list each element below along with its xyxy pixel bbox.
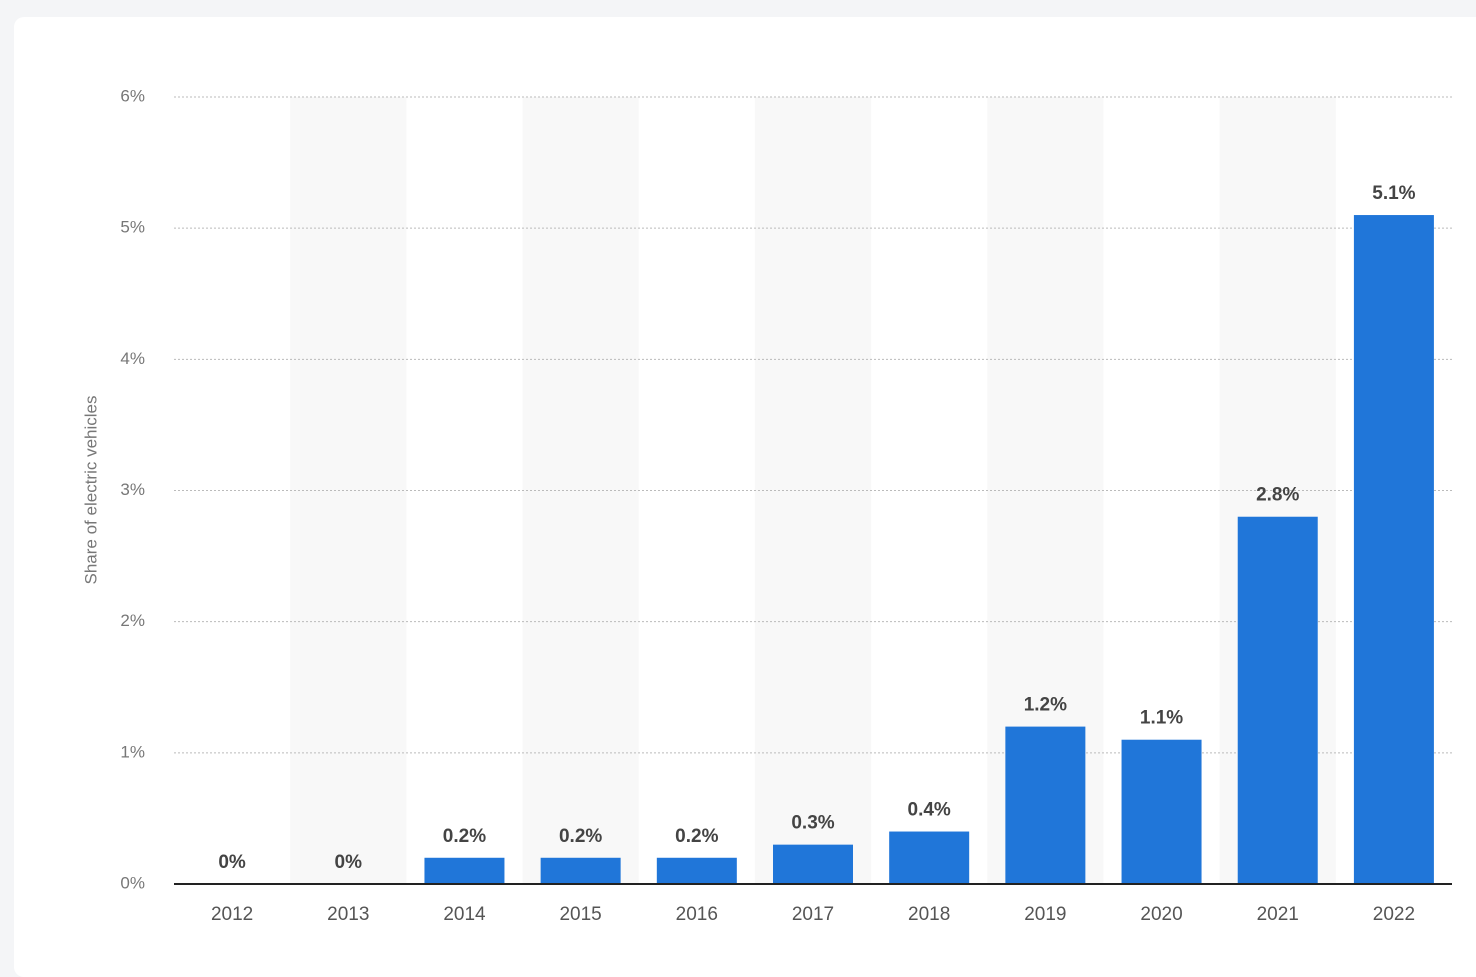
bar <box>1353 215 1434 885</box>
x-tick-label: 2020 <box>1140 904 1182 925</box>
x-tick-label: 2015 <box>559 904 601 925</box>
x-tick-label: 2022 <box>1373 904 1415 925</box>
bar <box>1237 516 1318 884</box>
x-tick-label: 2013 <box>327 904 369 925</box>
bar <box>773 844 853 884</box>
y-tick-label: 3% <box>120 480 145 499</box>
bar <box>656 857 737 884</box>
bar <box>1121 739 1202 884</box>
bar <box>889 831 970 884</box>
value-label: 5.1% <box>1372 183 1415 204</box>
y-tick-label: 6% <box>120 86 145 105</box>
y-axis-label: Share of electric vehicles <box>81 396 100 585</box>
value-label: 0.2% <box>675 826 718 847</box>
bar <box>1005 726 1086 884</box>
x-tick-label: 2021 <box>1257 904 1299 925</box>
x-tick-label: 2012 <box>211 904 253 925</box>
band-shade <box>754 97 872 884</box>
y-tick-label: 4% <box>120 349 145 368</box>
x-tick-label: 2018 <box>908 904 950 925</box>
value-label: 0.2% <box>443 826 486 847</box>
value-label: 0.4% <box>908 800 951 821</box>
value-label: 0% <box>335 852 363 873</box>
bar <box>540 857 621 884</box>
value-label: 0% <box>218 852 246 873</box>
y-tick-label: 2% <box>120 611 145 630</box>
y-tick-label: 5% <box>120 218 145 237</box>
bar <box>424 857 505 884</box>
value-label: 0.2% <box>559 826 602 847</box>
x-tick-label: 2016 <box>676 904 718 925</box>
value-label: 1.2% <box>1024 695 1067 716</box>
value-label: 2.8% <box>1256 485 1299 506</box>
value-label: 1.1% <box>1140 708 1183 729</box>
value-label: 0.3% <box>791 813 834 834</box>
x-tick-label: 2014 <box>443 904 486 925</box>
y-tick-label: 1% <box>120 742 145 761</box>
y-tick-label: 0% <box>120 873 145 892</box>
x-tick-label: 2019 <box>1024 904 1066 925</box>
x-tick-label: 2017 <box>792 904 834 925</box>
